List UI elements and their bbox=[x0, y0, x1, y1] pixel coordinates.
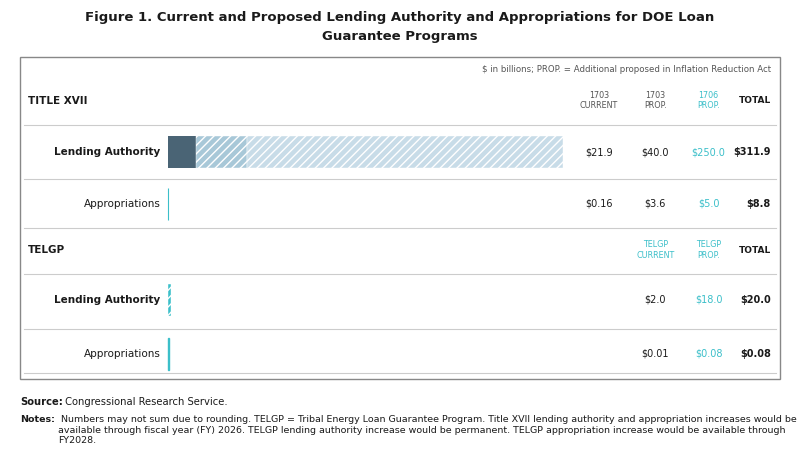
Bar bbox=[246, 136, 563, 168]
Text: 1703
CURRENT: 1703 CURRENT bbox=[580, 91, 618, 111]
Bar bbox=[196, 136, 246, 168]
Text: TITLE XVII: TITLE XVII bbox=[27, 96, 87, 106]
Text: Guarantee Programs: Guarantee Programs bbox=[322, 30, 478, 43]
Text: $18.0: $18.0 bbox=[695, 295, 722, 305]
Text: $0.01: $0.01 bbox=[642, 349, 669, 358]
Text: TELGP
CURRENT: TELGP CURRENT bbox=[636, 241, 674, 260]
Text: $3.6: $3.6 bbox=[645, 199, 666, 208]
Text: Appropriations: Appropriations bbox=[84, 349, 161, 358]
Text: $0.16: $0.16 bbox=[586, 199, 613, 208]
Text: Lending Authority: Lending Authority bbox=[54, 147, 161, 157]
Text: TOTAL: TOTAL bbox=[738, 246, 771, 255]
Text: Lending Authority: Lending Authority bbox=[54, 295, 161, 305]
Bar bbox=[168, 337, 170, 369]
Bar bbox=[168, 136, 196, 168]
Text: Figure 1. Current and Proposed Lending Authority and Appropriations for DOE Loan: Figure 1. Current and Proposed Lending A… bbox=[86, 11, 714, 24]
Text: TELGP: TELGP bbox=[27, 245, 65, 255]
Text: Congressional Research Service.: Congressional Research Service. bbox=[62, 397, 227, 407]
Text: $250.0: $250.0 bbox=[692, 147, 726, 157]
Text: $8.8: $8.8 bbox=[746, 199, 771, 208]
Text: $2.0: $2.0 bbox=[645, 295, 666, 305]
Text: $311.9: $311.9 bbox=[734, 147, 771, 157]
Text: 1703
PROP.: 1703 PROP. bbox=[644, 91, 666, 111]
Bar bbox=[168, 284, 170, 316]
Text: TELGP
PROP.: TELGP PROP. bbox=[696, 241, 721, 260]
Text: $ in billions; PROP. = Additional proposed in Inflation Reduction Act: $ in billions; PROP. = Additional propos… bbox=[482, 65, 771, 74]
Text: Notes:: Notes: bbox=[20, 415, 55, 425]
Text: $0.08: $0.08 bbox=[740, 349, 771, 358]
Text: Appropriations: Appropriations bbox=[84, 199, 161, 208]
Text: $20.0: $20.0 bbox=[740, 295, 771, 305]
Text: $0.08: $0.08 bbox=[695, 349, 722, 358]
Text: $40.0: $40.0 bbox=[642, 147, 669, 157]
Text: TOTAL: TOTAL bbox=[738, 96, 771, 105]
Text: 1706
PROP.: 1706 PROP. bbox=[698, 91, 720, 111]
Text: Source:: Source: bbox=[20, 397, 63, 407]
Text: Numbers may not sum due to rounding. TELGP = Tribal Energy Loan Guarantee Progra: Numbers may not sum due to rounding. TEL… bbox=[58, 415, 797, 445]
Text: $21.9: $21.9 bbox=[586, 147, 613, 157]
Text: $5.0: $5.0 bbox=[698, 199, 719, 208]
